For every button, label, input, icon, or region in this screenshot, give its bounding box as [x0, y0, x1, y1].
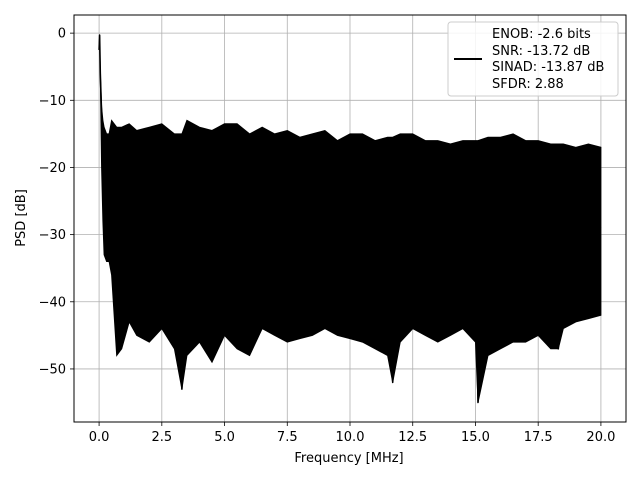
y-tick-label: −30 — [39, 228, 66, 243]
psd-series-line — [98, 34, 602, 404]
legend-snr: SNR: -13.72 dB — [492, 44, 590, 59]
tick-marks — [70, 32, 602, 426]
legend: ENOB: -2.6 bits SNR: -13.72 dB SINAD: -1… — [447, 21, 619, 97]
legend-sfdr: SFDR: 2.88 — [492, 77, 564, 92]
x-tick-label: 12.5 — [398, 430, 427, 445]
x-tick-label: 20.0 — [586, 430, 615, 445]
legend-box — [447, 21, 619, 97]
x-tick-label: 17.5 — [524, 430, 553, 445]
legend-enob: ENOB: -2.6 bits — [492, 27, 591, 42]
x-tick-label: 10.0 — [336, 430, 365, 445]
y-tick-label: −40 — [39, 295, 66, 310]
psd-series — [98, 34, 602, 404]
x-tick-label: 2.5 — [151, 430, 172, 445]
y-tick-label: 0 — [58, 27, 66, 42]
x-tick-label: 5.0 — [214, 430, 235, 445]
x-tick-label: 7.5 — [277, 430, 298, 445]
y-axis-label: PSD [dB] — [14, 189, 29, 247]
y-tick-label: −10 — [39, 94, 66, 109]
y-tick-label: −50 — [39, 362, 66, 377]
y-tick-label: −20 — [39, 161, 66, 176]
x-tick-label: 15.0 — [461, 430, 490, 445]
x-axis-label: Frequency [MHz] — [294, 451, 403, 466]
legend-sinad: SINAD: -13.87 dB — [492, 60, 604, 75]
x-tick-label: 0.0 — [89, 430, 110, 445]
tick-labels: 0.0 2.5 5.0 7.5 10.0 12.5 15.0 17.5 20.0 0 −10 −20 −… — [39, 27, 616, 445]
